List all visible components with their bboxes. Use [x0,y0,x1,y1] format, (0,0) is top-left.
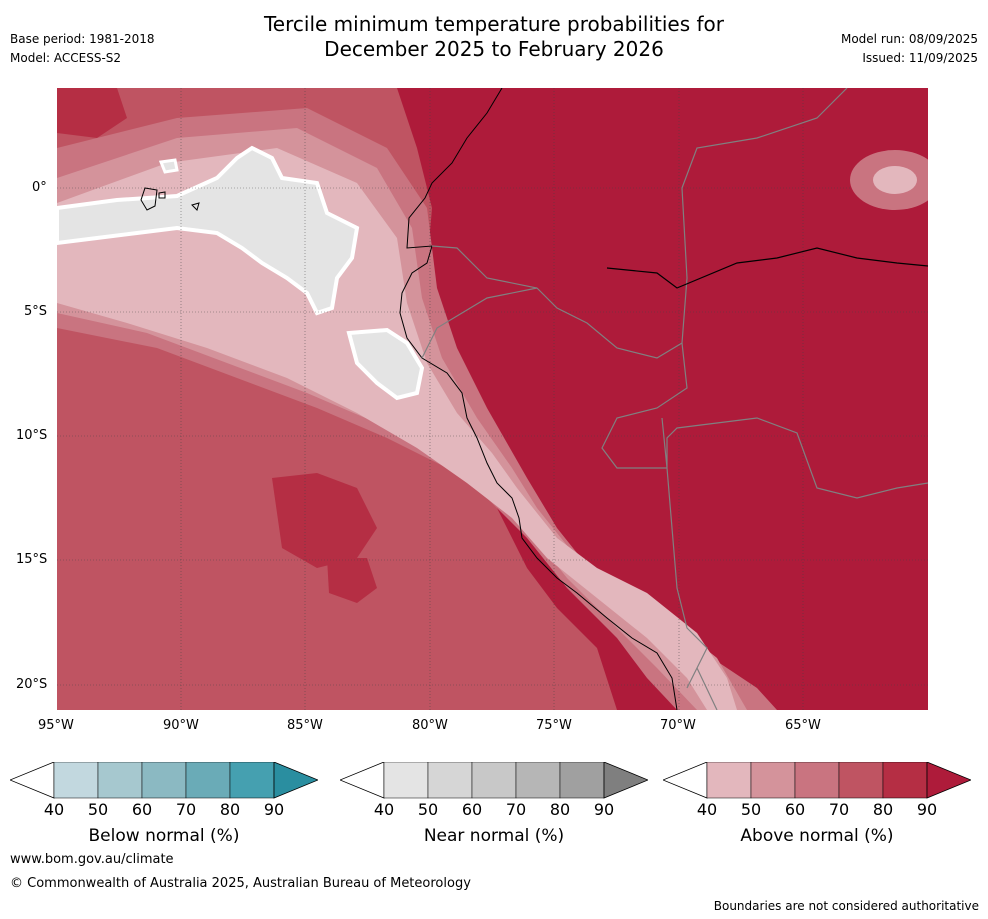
model-name: Model: ACCESS-S2 [10,51,122,65]
colorbar-tick: 50 [87,800,109,819]
colorbar-segment [383,762,429,799]
colorbar-segment [185,762,231,799]
colorbar-tick: 90 [593,800,615,819]
island-galapagos [140,187,200,211]
map-title: Tercile minimum temperature probabilitie… [0,12,988,62]
above-hotspot-core [873,166,917,194]
near-normal-region-3 [158,158,179,174]
colorbar-tick: 60 [131,800,153,819]
colorbar-tick: 80 [872,800,894,819]
continent-high-prob [397,88,928,710]
colorbar-label: Above normal (%) [740,826,894,846]
lat-label-0: 0° [32,180,47,195]
colorbar-tick: 60 [784,800,806,819]
colorbar-tick: 40 [696,800,718,819]
colorbar-tick: 70 [505,800,527,819]
lon-label-65w: 65°W [785,718,821,733]
lon-label-90w: 90°W [163,718,199,733]
colorbar-segment [229,762,275,799]
near-normal-region-2 [346,327,425,401]
colorbar-extend-high [926,762,971,799]
colorbar-above [663,762,971,799]
colorbar-tick: 80 [549,800,571,819]
colorbar-segment [141,762,187,799]
graticule [57,88,928,710]
colorbar-tick: 60 [461,800,483,819]
colorbar-below [10,762,318,799]
lat-label-5s: 5°S [24,304,48,319]
lon-label-70w: 70°W [660,718,696,733]
country-borders [421,88,928,710]
boundaries-disclaimer: Boundaries are not considered authoritat… [713,899,979,913]
band-50-60 [57,148,737,710]
title-line-1: Tercile minimum temperature probabilitie… [263,12,725,36]
colorbar-tick: 70 [828,800,850,819]
ocean-high-patch-1 [272,473,377,568]
lat-label-15s: 15°S [16,552,48,567]
title-line-2: December 2025 to February 2026 [324,37,664,61]
coastline [399,88,678,710]
colorbar-near [340,762,648,799]
colorbar-segment [882,762,928,799]
lon-label-85w: 85°W [287,718,323,733]
colorbar-segment [794,762,840,799]
lat-label-10s: 10°S [16,428,48,443]
probability-map [57,88,928,710]
colorbar-tick: 90 [916,800,938,819]
ocean-high-patch-3 [57,88,127,138]
base-period: Base period: 1981-2018 [10,32,155,46]
colorbar-segment [559,762,605,799]
colorbar-tick: 50 [417,800,439,819]
river-amazon [606,247,928,289]
colorbar-extend-low [10,762,55,799]
issued-date: Issued: 11/09/2025 [862,51,978,65]
colorbar-segment [97,762,143,799]
colorbar-segment [471,762,517,799]
colorbar-extend-low [663,762,708,799]
colorbar-tick: 40 [43,800,65,819]
colorbar-tick: 50 [740,800,762,819]
colorbar-tick: 40 [373,800,395,819]
colorbar-segment [706,762,752,799]
colorbar-tick: 70 [175,800,197,819]
lon-label-95w: 95°W [38,718,74,733]
website-link[interactable]: www.bom.gov.au/climate [10,852,174,867]
colorbar-segment [515,762,561,799]
colorbar-extend-low [340,762,385,799]
lon-label-80w: 80°W [412,718,448,733]
copyright-notice: © Commonwealth of Australia 2025, Austra… [10,876,471,891]
lon-label-75w: 75°W [536,718,572,733]
colorbar-extend-high [603,762,648,799]
colorbar-tick: 90 [263,800,285,819]
ocean-high-patch-2 [327,558,377,603]
colorbar-segment [838,762,884,799]
colorbar-segment [750,762,796,799]
colorbar-label: Near normal (%) [423,826,565,846]
colorbar-tick: 80 [219,800,241,819]
near-normal-region-1 [57,145,360,316]
model-run: Model run: 08/09/2025 [840,32,978,46]
lat-label-20s: 20°S [16,677,48,692]
colorbar-label: Below normal (%) [88,826,240,846]
colorbar-segment [427,762,473,799]
colorbar-segment [53,762,99,799]
colorbar-extend-high [273,762,318,799]
